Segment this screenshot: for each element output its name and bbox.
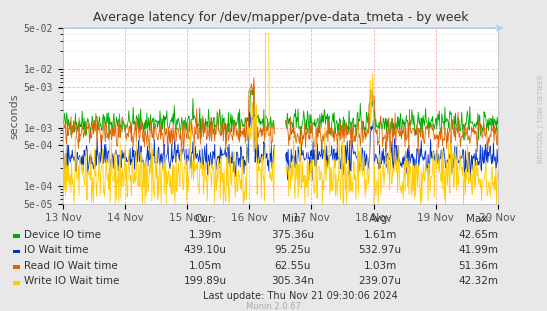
Text: 375.36u: 375.36u [271,230,314,240]
Text: Munin 2.0.67: Munin 2.0.67 [246,303,301,311]
Title: Average latency for /dev/mapper/pve-data_tmeta - by week: Average latency for /dev/mapper/pve-data… [92,11,468,24]
Text: 1.39m: 1.39m [188,230,222,240]
Text: 51.36m: 51.36m [458,261,499,271]
Text: Last update: Thu Nov 21 09:30:06 2024: Last update: Thu Nov 21 09:30:06 2024 [203,291,398,301]
Text: 42.65m: 42.65m [458,230,499,240]
Text: IO Wait time: IO Wait time [24,245,88,255]
Text: 1.03m: 1.03m [364,261,397,271]
Text: 532.97u: 532.97u [359,245,401,255]
Text: 95.25u: 95.25u [275,245,311,255]
Text: Max:: Max: [466,214,491,224]
Text: RRDTOOL / TOBI OETIKER: RRDTOOL / TOBI OETIKER [538,74,544,163]
Y-axis label: seconds: seconds [10,93,20,139]
Text: Min:: Min: [282,214,304,224]
Text: Cur:: Cur: [194,214,216,224]
Text: 1.05m: 1.05m [189,261,222,271]
Text: Read IO Wait time: Read IO Wait time [24,261,117,271]
Text: Device IO time: Device IO time [24,230,101,240]
Text: 239.07u: 239.07u [359,276,401,286]
Text: 305.34n: 305.34n [271,276,314,286]
Text: 439.10u: 439.10u [184,245,226,255]
Text: 62.55u: 62.55u [275,261,311,271]
Text: Avg:: Avg: [369,214,392,224]
Text: Write IO Wait time: Write IO Wait time [24,276,119,286]
Text: 41.99m: 41.99m [458,245,499,255]
Text: 42.32m: 42.32m [458,276,499,286]
Text: 199.89u: 199.89u [184,276,226,286]
Text: 1.61m: 1.61m [363,230,397,240]
